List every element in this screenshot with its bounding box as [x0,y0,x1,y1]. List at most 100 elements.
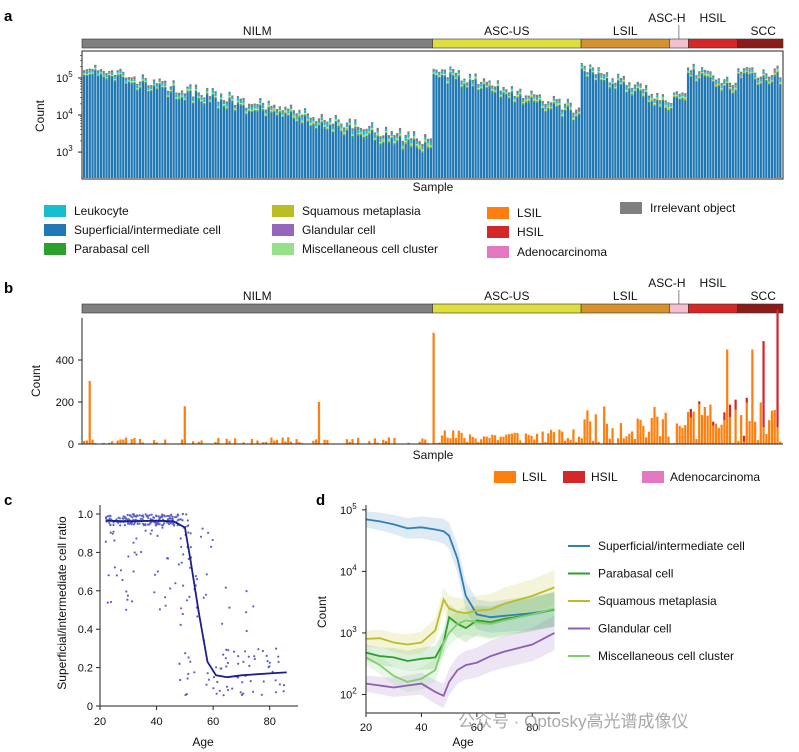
bar-a-segment [357,135,360,178]
bar-a-segment [639,90,642,178]
bar-a-segment [675,91,679,93]
bar-a-segment [178,92,181,96]
bar-a-segment [429,141,432,146]
bar-a-segment [214,91,217,94]
bar-a-segment [390,138,393,178]
scatter-point-c [274,679,277,682]
bar-b-lsil [443,430,446,444]
bar-a-segment [591,73,595,178]
bar-a-segment [572,119,575,121]
bar-a-segment [127,79,131,81]
bar-a-segment [656,95,659,98]
bar-b-lsil [762,427,765,444]
bar-a-segment [558,106,561,178]
bar-a-segment [466,86,469,88]
bar-b-lsil [524,433,528,444]
scatter-points-c [104,512,286,697]
scatter-point-c [132,541,135,544]
bar-a-segment [580,64,583,68]
scatter-point-c [278,683,281,686]
bar-a-segment [108,76,111,178]
legend-a-swatch [487,246,509,258]
bar-a-segment [275,114,279,117]
bar-a-segment [460,85,463,87]
bar-a-segment [412,136,416,138]
bar-a-segment [463,83,466,84]
bar-a-segment [449,66,452,69]
bar-a-segment [706,74,709,76]
bar-a-segment [580,62,583,65]
bar-a-segment [133,81,136,82]
bar-a-segment [404,134,407,139]
bar-a-segment [734,90,737,178]
bar-a-segment [608,85,611,87]
bar-a-segment [667,104,670,108]
bar-b-lsil [387,437,390,444]
bar-a-segment [429,146,432,148]
scatter-point-c [144,513,147,516]
scatter-point-c [127,555,130,558]
bar-b-lsil [382,439,385,444]
bar-a-segment [113,79,117,80]
bar-b-lsil [507,434,511,444]
bar-a-segment [287,108,290,111]
bar-b-lsil [326,439,329,444]
bar-a-segment [264,109,268,113]
bar-a-segment [636,88,639,89]
bar-a-segment [603,79,606,80]
bar-a-segment [664,108,667,178]
bar-a-segment [672,94,676,96]
bar-b-lsil [759,402,762,444]
bar-a-segment [552,98,556,101]
diagnosis-group-bar-a [81,38,784,49]
bar-a-segment [295,116,298,120]
bar-a-segment [208,101,212,103]
bar-a-segment [384,129,388,132]
bar-a-segment [192,102,195,104]
scatter-point-c [245,611,248,614]
bar-a-segment [404,144,407,178]
legend-a-label: Parabasal cell [74,242,149,256]
bar-a-segment [390,136,393,137]
bar-a-segment [155,85,158,88]
legend-a-label: Squamous metaplasia [302,204,421,218]
bar-a-segment [664,102,667,106]
bar-a-segment [658,102,662,105]
scatter-point-c [211,538,214,542]
scatter-point-c [179,678,182,682]
bar-a-segment [491,92,494,178]
bar-a-segment [583,70,586,71]
bar-a-segment [91,71,94,73]
scatter-point-c [174,582,177,585]
bar-a-segment [535,102,539,178]
bar-a-segment [337,122,340,124]
bar-a-segment [334,119,337,121]
bar-a-segment [384,133,388,178]
bar-a-segment [706,75,709,77]
bar-a-segment [561,116,564,178]
bar-b-lsil [566,438,569,444]
bar-a-segment [273,108,276,110]
bar-a-segment [658,104,662,106]
bar-a-segment [222,105,226,107]
scatter-point-c [182,584,185,587]
bar-a-segment [147,85,150,89]
bar-b-lsil [765,434,768,444]
bar-a-segment [289,104,293,108]
bar-a-segment [488,80,491,83]
bar-a-segment [768,81,771,83]
bar-a-segment [401,147,405,150]
bar-a-segment [119,73,122,75]
bar-a-segment [320,113,323,118]
bar-b-lsil [477,441,480,444]
bar-a-segment [645,92,648,178]
bar-a-segment [661,98,665,100]
bar-a-segment [351,137,354,178]
bar-a-segment [714,81,718,85]
bar-a-segment [180,90,184,93]
bar-b-lsil [183,406,186,444]
bar-a-segment [510,86,514,89]
bar-a-segment [264,113,268,115]
bar-a-segment [164,87,167,88]
